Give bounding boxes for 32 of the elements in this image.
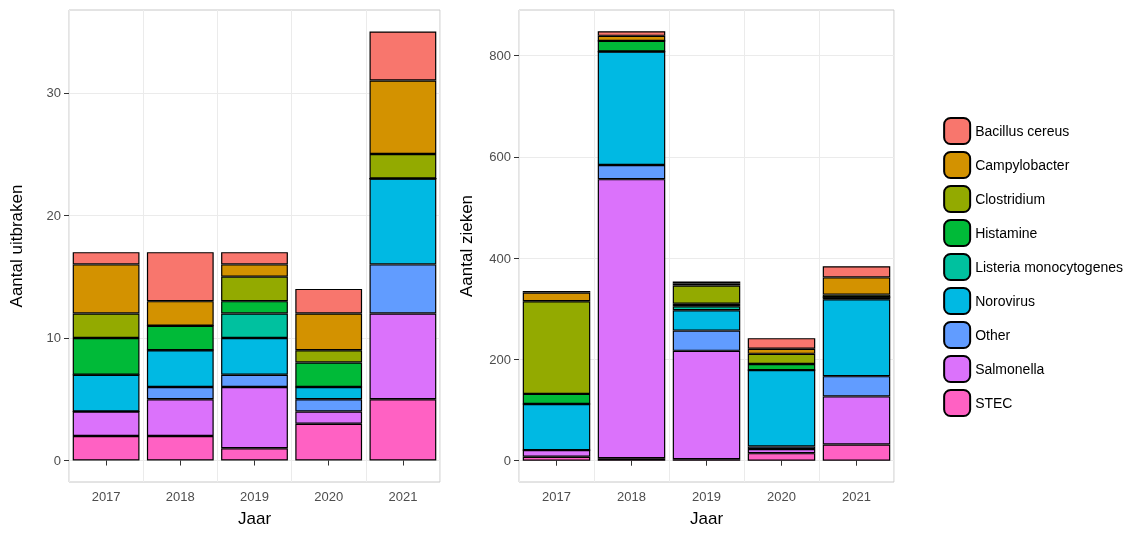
legend-label: Clostridium — [975, 191, 1046, 207]
x-axis-title: Jaar — [689, 509, 724, 528]
legend-label: Salmonella — [975, 361, 1045, 377]
x-tick-label: 2021 — [388, 489, 418, 504]
legend-label: Norovirus — [975, 293, 1036, 309]
y-tick-label: 30 — [46, 85, 61, 101]
y-tick-label: 400 — [489, 250, 511, 266]
y-tick-label: 0 — [503, 453, 511, 469]
legend-label: Bacillus cereus — [975, 123, 1070, 139]
x-tick-label: 2019 — [240, 489, 269, 504]
legend-label: Listeria monocytogenes — [975, 259, 1124, 275]
x-tick-label: 2020 — [314, 489, 344, 504]
y-tick-label: 600 — [489, 149, 511, 165]
y-axis-title: Aantal zieken — [457, 194, 476, 298]
y-tick-label: 200 — [489, 351, 511, 367]
x-tick-label: 2017 — [91, 489, 121, 504]
legend-label: STEC — [975, 395, 1013, 411]
y-tick-label: 800 — [489, 48, 511, 64]
x-tick-label: 2021 — [842, 489, 871, 504]
legend-label: Campylobacter — [975, 157, 1070, 173]
y-tick-label: 10 — [46, 330, 61, 346]
legend-label: Other — [975, 327, 1011, 343]
x-tick-label: 2018 — [617, 489, 646, 504]
x-tick-label: 2017 — [542, 489, 571, 504]
y-tick-label: 0 — [53, 453, 61, 469]
legend-label: Histamine — [975, 225, 1038, 241]
y-tick-label: 20 — [46, 207, 61, 223]
y-axis-title: Aantal uitbraken — [7, 184, 26, 308]
x-tick-label: 2020 — [767, 489, 796, 504]
x-axis-title: Jaar — [237, 509, 272, 528]
x-tick-label: 2018 — [165, 489, 195, 504]
x-tick-label: 2019 — [692, 489, 721, 504]
